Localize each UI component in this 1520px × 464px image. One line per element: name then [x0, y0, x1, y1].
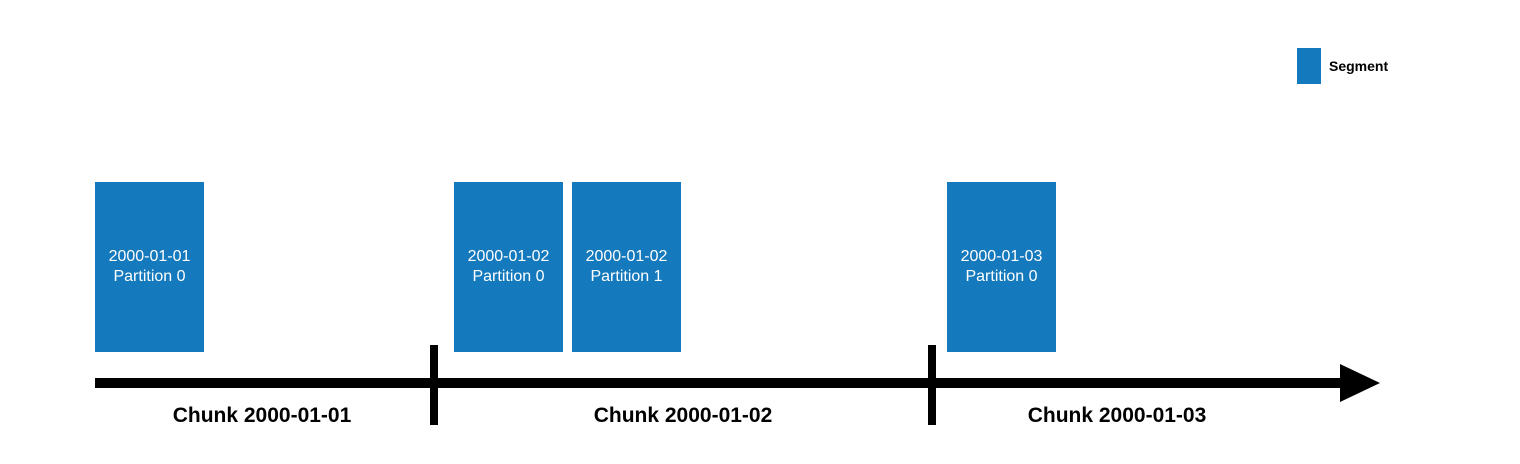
chunk-label: Chunk 2000-01-01: [173, 404, 352, 428]
axis-line: [95, 378, 1350, 388]
chunk-label: Chunk 2000-01-02: [594, 404, 773, 428]
chunk-divider: [430, 345, 438, 425]
chunk-divider: [928, 345, 936, 425]
chunk-label: Chunk 2000-01-03: [1028, 404, 1207, 428]
axis-arrowhead: [1340, 364, 1380, 402]
